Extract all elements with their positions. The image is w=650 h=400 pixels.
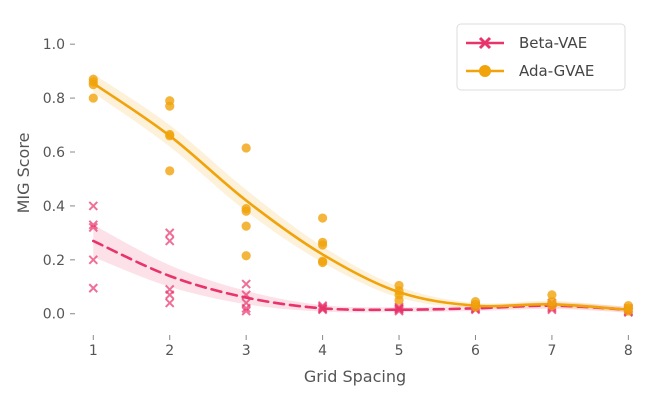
x-tick-label: 8 — [624, 343, 633, 359]
data-point-0-11 — [241, 290, 251, 300]
legend-label-0: Beta-VAE — [519, 34, 587, 52]
x-tick-label: 7 — [547, 343, 556, 359]
y-axis-ticks: 0.0 0.2 0.4 0.6 0.8 1.0 — [43, 37, 75, 323]
data-point-1-8 — [165, 166, 175, 176]
data-point-0-2 — [88, 222, 98, 233]
y-tick-label: 0.4 — [43, 199, 65, 215]
y-tick-label: 0.2 — [43, 253, 65, 269]
trend-lines — [91, 81, 630, 312]
data-point-1-31 — [623, 306, 633, 316]
data-point-1-14 — [318, 213, 328, 223]
data-point-0-0 — [88, 201, 98, 211]
x-tick-label: 1 — [89, 343, 98, 359]
data-point-1-26 — [547, 290, 557, 300]
data-point-1-25 — [470, 302, 481, 312]
trend-line-1 — [91, 81, 630, 311]
x-axis-label: Grid Spacing — [304, 367, 406, 386]
y-tick-label: 1.0 — [43, 37, 65, 53]
data-point-0-6 — [165, 236, 175, 246]
data-point-0-13 — [241, 303, 251, 314]
data-points — [88, 74, 634, 318]
data-point-1-16 — [318, 240, 328, 250]
data-point-1-22 — [394, 295, 404, 305]
y-tick-label: 0.0 — [43, 307, 65, 323]
data-point-0-5 — [165, 228, 175, 238]
data-point-0-14 — [241, 306, 251, 316]
x-tick-label: 4 — [318, 343, 327, 359]
legend-marker-0 — [478, 36, 492, 50]
x-tick-label: 5 — [395, 343, 404, 359]
data-point-0-3 — [88, 255, 98, 265]
confidence-band-0 — [93, 224, 629, 313]
data-point-1-18 — [318, 257, 328, 268]
x-tick-label: 2 — [165, 343, 174, 359]
data-point-0-24 — [394, 306, 404, 316]
legend-box — [456, 23, 626, 91]
data-point-1-9 — [241, 143, 251, 153]
y-tick-label: 0.6 — [43, 145, 65, 161]
y-axis-label: MIG Score — [14, 133, 33, 214]
x-axis-ticks: 1 2 3 4 5 6 7 8 — [89, 335, 633, 359]
trend-line-0 — [91, 239, 630, 312]
legend-label-1: Ada-GVAE — [519, 62, 594, 80]
data-point-1-12 — [241, 221, 251, 231]
data-point-0-10 — [241, 279, 251, 289]
data-point-0-8 — [165, 290, 175, 300]
x-tick-label: 3 — [242, 343, 251, 359]
data-point-1-13 — [241, 251, 251, 261]
data-point-1-28 — [547, 301, 557, 311]
data-point-1-5 — [165, 101, 175, 111]
legend-marker-1 — [479, 65, 491, 77]
data-point-0-1 — [88, 220, 98, 230]
confidence-bands — [93, 73, 629, 313]
data-point-0-19 — [317, 304, 328, 315]
data-point-1-7 — [165, 131, 175, 141]
data-point-0-9 — [165, 298, 175, 308]
data-point-0-4 — [88, 283, 98, 293]
x-tick-label: 6 — [471, 343, 480, 359]
data-point-1-11 — [241, 206, 251, 216]
legend: Beta-VAE Ada-GVAE — [456, 23, 626, 91]
data-point-1-2 — [88, 80, 98, 90]
data-point-1-3 — [88, 93, 98, 103]
y-tick-label: 0.8 — [43, 91, 65, 107]
